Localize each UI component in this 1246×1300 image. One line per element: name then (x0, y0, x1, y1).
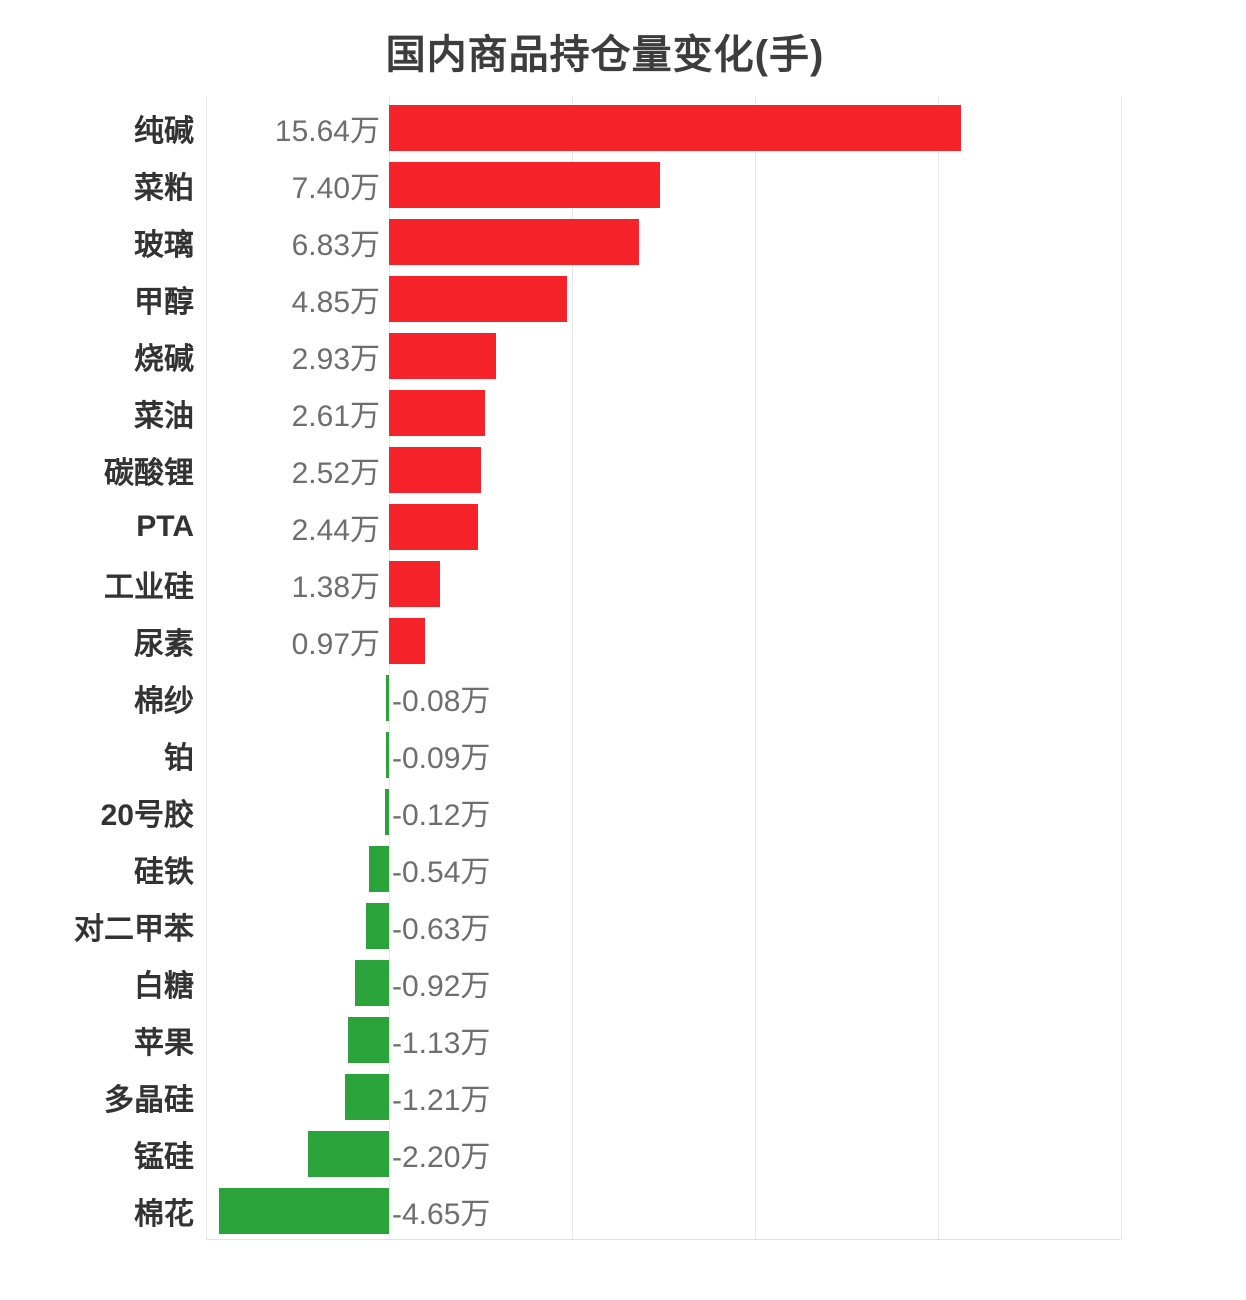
chart-row: 硅铁 -0.54万 (0, 840, 1246, 897)
bar-negative (385, 731, 389, 778)
bar-negative (347, 1016, 389, 1063)
bar-negative (355, 959, 389, 1006)
bar-positive (389, 332, 497, 379)
value-label: -0.09万 (392, 741, 491, 775)
bar-negative (218, 1187, 389, 1234)
x-gridline (572, 96, 573, 1239)
value-label: 7.40万 (291, 171, 380, 205)
value-label: -1.21万 (392, 1083, 491, 1117)
category-label: 对二甲苯 (74, 912, 194, 946)
chart-row: 菜油 2.61万 (0, 384, 1246, 441)
category-label: PTA (136, 509, 194, 543)
category-label: 碳酸锂 (104, 456, 194, 490)
category-label: 玻璃 (134, 228, 194, 262)
chart-row: 锰硅 -2.20万 (0, 1125, 1246, 1182)
value-label: 2.93万 (291, 342, 380, 376)
x-gridline (755, 96, 756, 1239)
category-label: 尿素 (134, 627, 194, 661)
value-label: -0.63万 (392, 912, 491, 946)
chart-row: PTA 2.44万 (0, 498, 1246, 555)
chart-row: 苹果 -1.13万 (0, 1011, 1246, 1068)
bar-positive (389, 275, 567, 322)
category-label: 工业硅 (104, 570, 194, 604)
chart-row: 20号胶 -0.12万 (0, 783, 1246, 840)
value-label: -0.92万 (392, 969, 491, 1003)
bar-positive (389, 617, 425, 664)
value-label: 2.52万 (291, 456, 380, 490)
x-gridline (1121, 96, 1122, 1239)
chart-row: 对二甲苯 -0.63万 (0, 897, 1246, 954)
x-gridline (938, 96, 939, 1239)
bar-negative (384, 788, 389, 835)
bar-positive (389, 560, 440, 607)
x-gridline (206, 96, 207, 1239)
value-label: -0.08万 (392, 684, 491, 718)
chart-row: 玻璃 6.83万 (0, 213, 1246, 270)
value-label: 0.97万 (291, 627, 380, 661)
x-gridline (389, 96, 390, 1239)
bar-positive (389, 446, 482, 493)
category-label: 烧碱 (134, 342, 194, 376)
chart-row: 碳酸锂 2.52万 (0, 441, 1246, 498)
category-label: 苹果 (134, 1026, 194, 1060)
value-label: -1.13万 (392, 1026, 491, 1060)
category-label: 20号胶 (100, 798, 194, 832)
value-label: -0.54万 (392, 855, 491, 889)
chart-title: 国内商品持仓量变化(手) (385, 33, 825, 77)
bar-negative (308, 1130, 389, 1177)
value-label: 1.38万 (291, 570, 380, 604)
chart-row: 菜粕 7.40万 (0, 156, 1246, 213)
bar-negative (365, 902, 389, 949)
category-label: 多晶硅 (104, 1083, 194, 1117)
bar-positive (389, 389, 485, 436)
chart-row: 白糖 -0.92万 (0, 954, 1246, 1011)
bar-negative (344, 1073, 389, 1120)
category-label: 纯碱 (134, 114, 194, 148)
x-axis-line (206, 1239, 1121, 1240)
category-label: 硅铁 (134, 855, 194, 889)
chart-row: 棉花 -4.65万 (0, 1182, 1246, 1239)
category-label: 白糖 (134, 969, 194, 1003)
category-label: 甲醇 (134, 285, 194, 319)
chart-row: 工业硅 1.38万 (0, 555, 1246, 612)
chart-row: 纯碱 15.64万 (0, 99, 1246, 156)
category-label: 菜油 (134, 399, 194, 433)
value-label: 2.44万 (291, 513, 380, 547)
value-label: 4.85万 (291, 285, 380, 319)
bar-negative (386, 674, 389, 721)
value-label: 2.61万 (291, 399, 380, 433)
bar-negative (369, 845, 389, 892)
chart-row: 尿素 0.97万 (0, 612, 1246, 669)
category-label: 锰硅 (134, 1140, 194, 1174)
value-label: 6.83万 (291, 228, 380, 262)
bar-positive (389, 218, 639, 265)
value-label: -4.65万 (392, 1197, 491, 1231)
value-label: -0.12万 (392, 798, 491, 832)
chart-row: 甲醇 4.85万 (0, 270, 1246, 327)
chart-row: 棉纱 -0.08万 (0, 669, 1246, 726)
category-label: 菜粕 (134, 171, 194, 205)
value-label: 15.64万 (274, 114, 380, 148)
bar-positive (389, 503, 479, 550)
chart-row: 多晶硅 -1.21万 (0, 1068, 1246, 1125)
category-label: 棉花 (134, 1197, 194, 1231)
chart-row: 铂 -0.09万 (0, 726, 1246, 783)
bar-positive (389, 104, 962, 151)
category-label: 棉纱 (134, 684, 194, 718)
chart-row: 烧碱 2.93万 (0, 327, 1246, 384)
value-label: -2.20万 (392, 1140, 491, 1174)
category-label: 铂 (164, 741, 194, 775)
bar-positive (389, 161, 660, 208)
